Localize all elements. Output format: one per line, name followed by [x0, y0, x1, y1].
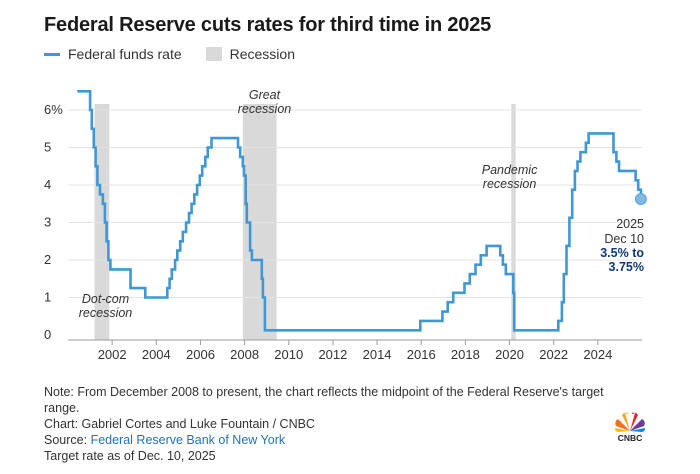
y-tick-label-2: 2	[44, 252, 51, 267]
cnbc-peacock-logo-icon: CNBC	[614, 412, 646, 443]
credit-text: Chart: Gabriel Cortes and Luke Fountain …	[44, 417, 315, 431]
rate-chart: 0 1 2 3 4 5 6% 2002 2004 2006 2008 2010 2012 2014 2016…	[44, 88, 647, 362]
annotation-year: 2025	[616, 217, 644, 231]
x-tick-label-2010: 2010	[274, 347, 303, 362]
recession-label-line: recession	[238, 102, 292, 116]
x-tick-label-2006: 2006	[186, 347, 215, 362]
recession-label-line: Great	[249, 88, 281, 102]
y-tick-label-3: 3	[44, 215, 51, 230]
y-tick-label-5: 5	[44, 140, 51, 155]
legend-line-swatch	[44, 52, 60, 56]
logo-text: CNBC	[618, 433, 643, 443]
recession-label-line: Dot-com	[82, 292, 129, 306]
annotation-range-1: 3.5% to	[600, 246, 644, 260]
source-text: Source: Federal Reserve Bank of New York	[44, 432, 624, 448]
recession-label-1: Great recession	[238, 88, 292, 116]
chart-notes: Note: From December 2008 to present, the…	[44, 384, 624, 464]
recession-label-0: Dot-com recession	[79, 292, 133, 320]
x-tick-label-2012: 2012	[318, 347, 347, 362]
y-tick-label-6: 6%	[44, 102, 63, 117]
x-tick-label-2022: 2022	[539, 347, 568, 362]
recession-label-2: Pandemic recession	[482, 163, 538, 191]
note-text: Note: From December 2008 to present, the…	[44, 385, 604, 415]
source-prefix: Source:	[44, 433, 91, 447]
x-tick-label-2014: 2014	[363, 347, 392, 362]
chart-title: Federal Reserve cuts rates for third tim…	[44, 14, 492, 36]
end-point-marker	[634, 193, 647, 206]
x-tick-label-2018: 2018	[451, 347, 480, 362]
y-tick-label-1: 1	[44, 290, 51, 305]
x-tick-label-2016: 2016	[407, 347, 436, 362]
annotation-range-2: 3.75%	[609, 260, 644, 274]
asof-text: Target rate as of Dec. 10, 2025	[44, 449, 216, 463]
y-tick-label-0: 0	[44, 327, 51, 342]
x-tick-label-2008: 2008	[230, 347, 259, 362]
recession-label-line: Pandemic	[482, 163, 538, 177]
source-link[interactable]: Federal Reserve Bank of New York	[90, 433, 286, 447]
x-tick-label-2004: 2004	[142, 347, 171, 362]
x-tick-label-2024: 2024	[583, 347, 612, 362]
legend: Federal funds rate Recession	[44, 45, 295, 63]
x-tick-label-2002: 2002	[98, 347, 127, 362]
series-line-0	[77, 90, 643, 332]
legend-line-label: Federal funds rate	[68, 46, 182, 62]
recession-label-line: recession	[483, 177, 537, 191]
legend-recession-label: Recession	[229, 46, 295, 62]
cnbc-logo: CNBC	[610, 409, 650, 443]
x-tick-label-2020: 2020	[495, 347, 524, 362]
annotation-date: Dec 10	[604, 232, 644, 246]
recession-label-line: recession	[79, 306, 133, 320]
legend-recession-swatch	[205, 47, 222, 61]
y-tick-label-4: 4	[44, 177, 51, 192]
